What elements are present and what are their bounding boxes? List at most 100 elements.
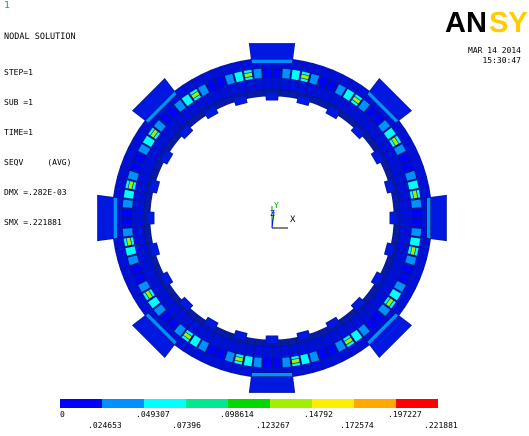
ring-stress-band [410,227,422,238]
legend-tick-label: .14792 [304,410,333,419]
ring-stress-band [397,271,411,285]
ring-inner-element [246,90,257,99]
ring-stress-peak [144,289,154,300]
contour-legend [60,399,438,408]
ring-stress-peak [409,246,417,256]
ring-stress-band [137,280,151,293]
ring-stress-band [357,99,371,113]
ring-stress-band [197,339,210,353]
ring-stress-band [166,317,180,331]
ring-inner-element [279,338,290,347]
ring-tab-edge [366,90,400,124]
ring-inner-element [246,337,257,346]
legend-color-bar [60,399,438,408]
ring-stress-peak [291,358,301,364]
ring-tab-edge [426,196,431,240]
info-smx: SMX =.221881 [4,218,62,227]
ring-stress-band [317,347,330,361]
ring-stress-band [393,143,407,156]
axis-z-label: Z [270,209,275,218]
solution-info: NODAL SOLUTION STEP=1 SUB =1 TIME=1 SEQV… [4,12,76,238]
ring-stress-band [233,70,245,83]
ring-tab-edge [113,196,118,240]
ring-tooth [232,329,248,342]
ring-stress-band [357,323,371,337]
ring-tooth [159,149,174,165]
legend-tick-label: .024653 [88,421,122,430]
ring-tooth [350,124,366,140]
ring-tab-edge [144,90,178,124]
ring-stress-band [126,254,140,266]
ring-stress-peak [182,331,193,341]
ring-stress-band [173,99,187,113]
window-number: 1 [4,0,11,11]
ring-tooth [383,242,396,258]
ring-stress-band [166,105,180,119]
ring-stress-band [377,119,391,133]
legend-swatch [312,399,354,408]
ring-stress-peak [127,180,135,190]
ring-stress-band [262,357,272,369]
ring-stress-band [325,343,339,357]
ring-stress-peak [149,128,159,139]
info-dmx: DMX =.282E-03 [4,188,67,197]
ring-stress-band [407,179,420,191]
ring-stress-peak [243,72,253,78]
solution-title: NODAL SOLUTION [4,32,76,42]
ring-tab-edge [144,312,178,346]
ring-stress-band [129,263,143,276]
ring-stress-band [224,72,236,86]
ring-inner-element [143,200,152,211]
ring-stress-band [121,208,133,218]
ring-stress-band [404,254,418,266]
legend-tick-label: .197227 [388,410,422,419]
ring-inner-element [254,89,265,98]
svg-text:AN: AN [445,7,487,36]
ring-stress-band [317,75,330,89]
legend-tick-label: 0 [60,410,65,419]
ring-stress-band [188,334,202,348]
ring-tooth [296,94,312,107]
ring-inner-element [391,192,400,203]
ring-stress-band [364,317,378,331]
datetime: MAR 14 2014 15:30:47 [468,46,521,66]
ring-stress-band [371,310,385,324]
ring-stress-band [142,134,156,148]
ring-tab-edge [250,372,294,377]
legend-swatch [270,399,312,408]
ring-stress-peak [412,189,418,199]
ring-stress-band [342,88,356,102]
ring-tooth [145,211,155,225]
legend-tick-label: .098614 [220,410,254,419]
ring-inner-element [144,192,153,203]
ring-stress-band [334,339,347,353]
ring-stress-band [388,288,402,302]
stress-ring-model [97,43,447,393]
legend-tick-label: .123267 [256,421,290,430]
ring-tooth [383,178,396,194]
ring-stress-peak [390,136,400,147]
ring-stress-band [411,218,423,228]
ring-tooth [296,329,312,342]
ring-stress-band [243,355,254,367]
ring-tooth [265,335,279,345]
ring-inner-element [143,225,152,236]
ring-stress-band [180,93,195,107]
ring-stress-band [173,323,187,337]
ring-stress-band [126,170,140,182]
ring-tooth [203,105,219,120]
ring-stress-band [272,67,282,79]
ring-stress-band [383,126,397,141]
ring-tooth [178,124,194,140]
ring-stress-band [124,245,137,257]
ring-stress-band [252,356,263,368]
legend-tick-label: .07396 [172,421,201,430]
ring-stress-band [397,151,411,165]
ring-stress-band [411,208,423,218]
ring-stress-band [349,329,364,343]
legend-swatch [144,399,186,408]
ring-stress-band [122,198,134,209]
svg-text:SYS: SYS [489,7,527,36]
ring-stress-band [252,68,263,80]
ring-stress-band [401,160,415,173]
